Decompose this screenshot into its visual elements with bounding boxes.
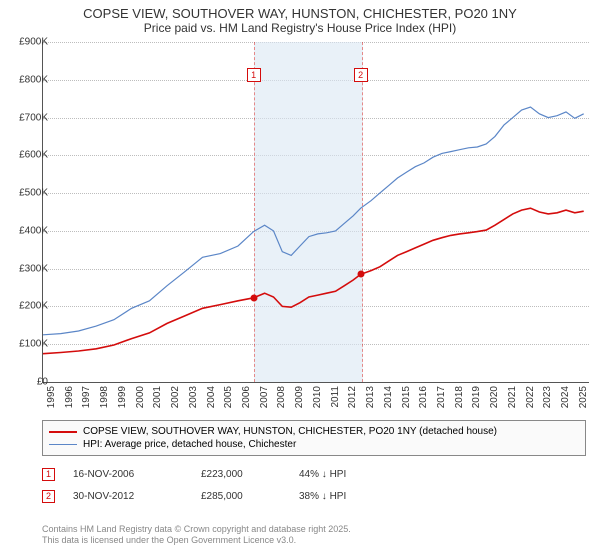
series-svg (43, 42, 589, 382)
x-tick-label: 2006 (241, 386, 252, 416)
y-tick-label: £100K (6, 339, 48, 350)
legend-text: HPI: Average price, detached house, Chic… (83, 439, 296, 450)
x-tick-label: 1999 (117, 386, 128, 416)
x-tick-label: 2015 (401, 386, 412, 416)
y-tick-label: £0 (6, 377, 48, 388)
y-tick-label: £600K (6, 150, 48, 161)
chart-container: COPSE VIEW, SOUTHOVER WAY, HUNSTON, CHIC… (0, 0, 600, 560)
x-tick-label: 2002 (170, 386, 181, 416)
x-tick-label: 2019 (471, 386, 482, 416)
y-tick-label: £300K (6, 263, 48, 274)
legend-swatch (49, 444, 77, 445)
y-tick-label: £500K (6, 188, 48, 199)
x-tick-label: 2018 (454, 386, 465, 416)
x-tick-label: 2005 (223, 386, 234, 416)
legend-row: HPI: Average price, detached house, Chic… (49, 438, 579, 451)
legend-swatch (49, 431, 77, 433)
x-tick-label: 2004 (206, 386, 217, 416)
x-tick-label: 2021 (507, 386, 518, 416)
x-tick-label: 2022 (525, 386, 536, 416)
sale-marker-dot (357, 271, 364, 278)
x-tick-label: 2024 (560, 386, 571, 416)
y-tick-label: £900K (6, 37, 48, 48)
x-tick-label: 2009 (294, 386, 305, 416)
y-tick-label: £200K (6, 301, 48, 312)
sale-marker-dot (250, 294, 257, 301)
x-tick-label: 2000 (135, 386, 146, 416)
y-tick-label: £700K (6, 112, 48, 123)
x-tick-label: 2007 (259, 386, 270, 416)
x-tick-label: 2001 (152, 386, 163, 416)
sale-date: 16-NOV-2006 (73, 469, 183, 480)
sale-date: 30-NOV-2012 (73, 491, 183, 502)
x-tick-label: 2023 (542, 386, 553, 416)
sale-marker-label: 1 (247, 68, 261, 82)
x-tick-label: 2003 (188, 386, 199, 416)
x-tick-label: 2008 (276, 386, 287, 416)
footer-line-2: This data is licensed under the Open Gov… (42, 535, 296, 545)
x-tick-label: 2010 (312, 386, 323, 416)
footer-text: Contains HM Land Registry data © Crown c… (42, 524, 351, 547)
x-tick-label: 2012 (347, 386, 358, 416)
sale-hpi-diff: 44% ↓ HPI (299, 469, 399, 480)
sale-price: £223,000 (201, 469, 281, 480)
sale-info-row: 2 30-NOV-2012 £285,000 38% ↓ HPI (42, 490, 586, 503)
y-tick-label: £800K (6, 74, 48, 85)
x-tick-label: 2016 (418, 386, 429, 416)
title-line-2: Price paid vs. HM Land Registry's House … (0, 21, 600, 37)
plot-area: 12 (42, 42, 589, 383)
x-tick-label: 1996 (64, 386, 75, 416)
sale-info-row: 1 16-NOV-2006 £223,000 44% ↓ HPI (42, 468, 586, 481)
x-tick-label: 2025 (578, 386, 589, 416)
x-tick-label: 1995 (46, 386, 57, 416)
sale-info-marker: 1 (42, 468, 55, 481)
legend-text: COPSE VIEW, SOUTHOVER WAY, HUNSTON, CHIC… (83, 426, 497, 437)
x-tick-label: 2014 (383, 386, 394, 416)
legend: COPSE VIEW, SOUTHOVER WAY, HUNSTON, CHIC… (42, 420, 586, 456)
sale-marker-label: 2 (354, 68, 368, 82)
x-tick-label: 2017 (436, 386, 447, 416)
sale-info-marker: 2 (42, 490, 55, 503)
series-property (43, 208, 584, 354)
x-tick-label: 2013 (365, 386, 376, 416)
title-line-1: COPSE VIEW, SOUTHOVER WAY, HUNSTON, CHIC… (0, 0, 600, 21)
footer-line-1: Contains HM Land Registry data © Crown c… (42, 524, 351, 534)
x-tick-label: 1997 (81, 386, 92, 416)
x-tick-label: 2020 (489, 386, 500, 416)
sale-hpi-diff: 38% ↓ HPI (299, 491, 399, 502)
x-tick-label: 1998 (99, 386, 110, 416)
legend-row: COPSE VIEW, SOUTHOVER WAY, HUNSTON, CHIC… (49, 425, 579, 438)
x-tick-label: 2011 (330, 386, 341, 416)
y-tick-label: £400K (6, 225, 48, 236)
sale-price: £285,000 (201, 491, 281, 502)
